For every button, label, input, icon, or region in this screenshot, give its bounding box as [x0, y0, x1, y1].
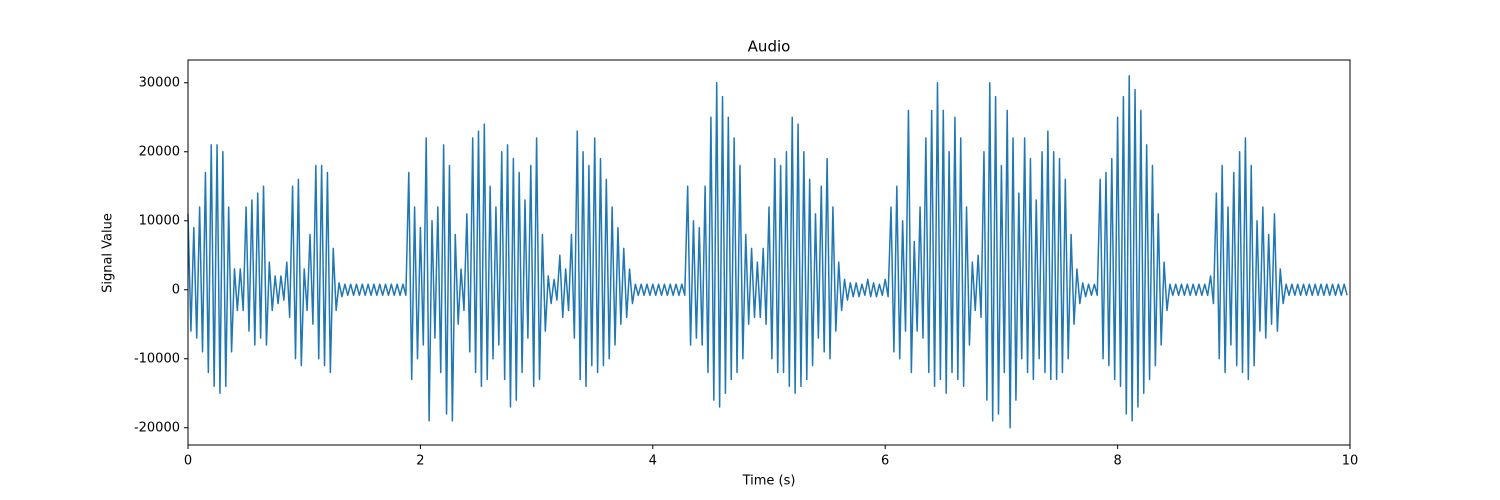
y-axis-label: Signal Value [101, 213, 116, 293]
y-tick-label: 30000 [139, 75, 180, 90]
signal-line [187, 75, 1348, 429]
y-tick-label: -10000 [134, 351, 180, 366]
x-axis-label: Time (s) [742, 474, 796, 489]
x-tick-label: 0 [184, 454, 192, 469]
x-tick-label: 2 [416, 454, 424, 469]
x-tick-label: 8 [1113, 454, 1121, 469]
y-tick-label: 20000 [139, 144, 180, 159]
chart-title: Audio [748, 38, 791, 56]
y-tick-label: 10000 [139, 213, 180, 228]
y-tick-label: -20000 [134, 420, 180, 435]
plot-frame [187, 59, 1351, 446]
y-tick-label: 0 [172, 282, 180, 297]
x-tick-label: 10 [1342, 454, 1359, 469]
x-tick-label: 6 [881, 454, 889, 469]
x-tick-label: 4 [649, 454, 657, 469]
